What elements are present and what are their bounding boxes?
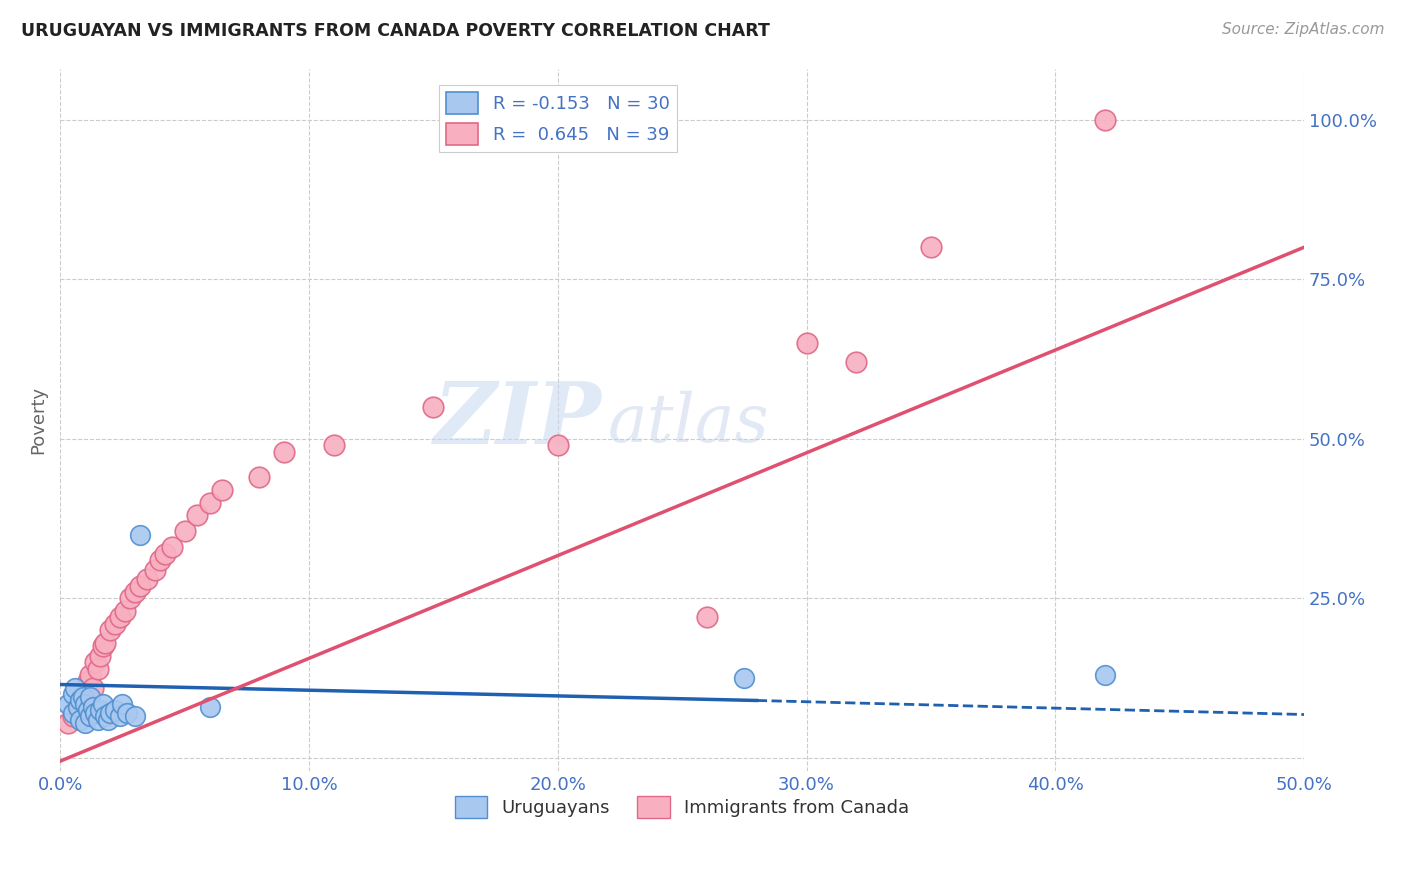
Y-axis label: Poverty: Poverty [30, 385, 46, 454]
Point [143, 563, 166, 577]
Text: URUGUAYAN VS IMMIGRANTS FROM CANADA POVERTY CORRELATION CHART: URUGUAYAN VS IMMIGRANTS FROM CANADA POVE… [21, 22, 770, 40]
Point [114, 604, 136, 618]
Point [91, 697, 114, 711]
Point [198, 699, 221, 714]
Point [75, 715, 97, 730]
Point [82, 699, 104, 714]
Point [98, 706, 121, 721]
Point [79, 690, 101, 705]
Point [104, 616, 127, 631]
Point [94, 709, 117, 723]
Point [153, 547, 176, 561]
Point [79, 668, 101, 682]
Point [66, 699, 89, 714]
Point [56, 715, 79, 730]
Point [104, 703, 127, 717]
Point [128, 578, 150, 592]
Point [186, 508, 208, 523]
Point [128, 527, 150, 541]
Point [62, 706, 84, 721]
Point [160, 541, 183, 555]
Point [69, 693, 91, 707]
Point [89, 703, 111, 717]
Point [547, 438, 569, 452]
Point [1094, 112, 1116, 127]
Point [84, 655, 107, 669]
Point [136, 572, 159, 586]
Point [322, 438, 344, 452]
Text: ZIP: ZIP [433, 378, 602, 461]
Point [82, 681, 104, 695]
Point [149, 553, 172, 567]
Point [108, 610, 131, 624]
Point [62, 687, 84, 701]
Point [845, 355, 868, 369]
Legend: Uruguayans, Immigrants from Canada: Uruguayans, Immigrants from Canada [447, 789, 917, 825]
Point [98, 624, 121, 638]
Point [211, 483, 233, 497]
Point [86, 662, 108, 676]
Point [62, 709, 84, 723]
Point [796, 336, 818, 351]
Point [84, 706, 107, 721]
Point [198, 495, 221, 509]
Point [247, 470, 270, 484]
Point [69, 713, 91, 727]
Point [696, 610, 718, 624]
Point [273, 444, 295, 458]
Point [920, 240, 942, 254]
Point [66, 699, 89, 714]
Point [69, 693, 91, 707]
Point [86, 713, 108, 727]
Point [63, 681, 86, 695]
Point [56, 697, 79, 711]
Point [89, 648, 111, 663]
Point [79, 709, 101, 723]
Point [75, 697, 97, 711]
Point [118, 591, 141, 606]
Point [124, 709, 146, 723]
Point [76, 674, 98, 689]
Point [96, 713, 118, 727]
Point [173, 524, 195, 539]
Point [117, 706, 139, 721]
Point [72, 690, 94, 705]
Point [1094, 668, 1116, 682]
Point [124, 585, 146, 599]
Point [111, 697, 134, 711]
Point [76, 703, 98, 717]
Text: atlas: atlas [607, 391, 769, 456]
Point [94, 636, 117, 650]
Point [91, 639, 114, 653]
Text: Source: ZipAtlas.com: Source: ZipAtlas.com [1222, 22, 1385, 37]
Point [422, 400, 444, 414]
Point [108, 709, 131, 723]
Point [733, 671, 755, 685]
Point [75, 687, 97, 701]
